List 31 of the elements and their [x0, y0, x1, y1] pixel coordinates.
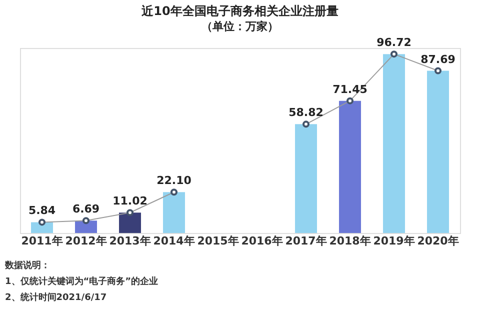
bar [339, 100, 361, 233]
bar [295, 124, 317, 233]
bar [383, 54, 405, 233]
bar [31, 222, 53, 233]
text: 1、仅统计关键词为“电子商务”的企业 [5, 276, 158, 287]
data-label: 71.45 [332, 82, 368, 96]
data-label: 11.02 [112, 194, 148, 208]
data-label: 5.84 [28, 204, 56, 218]
x-tick-label: 2018年 [329, 234, 371, 248]
bar [163, 192, 185, 233]
x-tick-label: 2019年 [373, 234, 415, 248]
x-tick-label: 2020年 [417, 234, 459, 248]
bar [119, 212, 141, 233]
x-tick-label: 2016年 [241, 234, 283, 248]
text: 数据说明： [4, 260, 50, 271]
x-tick-label: 2013年 [109, 234, 151, 248]
chart-title: 近10年全国电子商务相关企业注册量 [140, 4, 338, 18]
data-label: 22.10 [156, 174, 192, 188]
text: 2、统计时间2021/6/17 [5, 292, 107, 303]
data-label: 87.69 [420, 52, 456, 66]
x-tick-label: 2011年 [21, 234, 63, 248]
bar [427, 70, 449, 233]
x-tick-label: 2015年 [197, 234, 239, 248]
data-label: 58.82 [288, 106, 324, 120]
x-tick-label: 2014年 [153, 234, 195, 248]
x-tick-label: 2017年 [285, 234, 327, 248]
data-label: 6.69 [72, 202, 100, 216]
chart-subtitle: （单位：万家） [202, 20, 278, 34]
data-label: 96.72 [376, 36, 412, 50]
x-tick-label: 2012年 [65, 234, 107, 248]
bar [75, 220, 97, 233]
